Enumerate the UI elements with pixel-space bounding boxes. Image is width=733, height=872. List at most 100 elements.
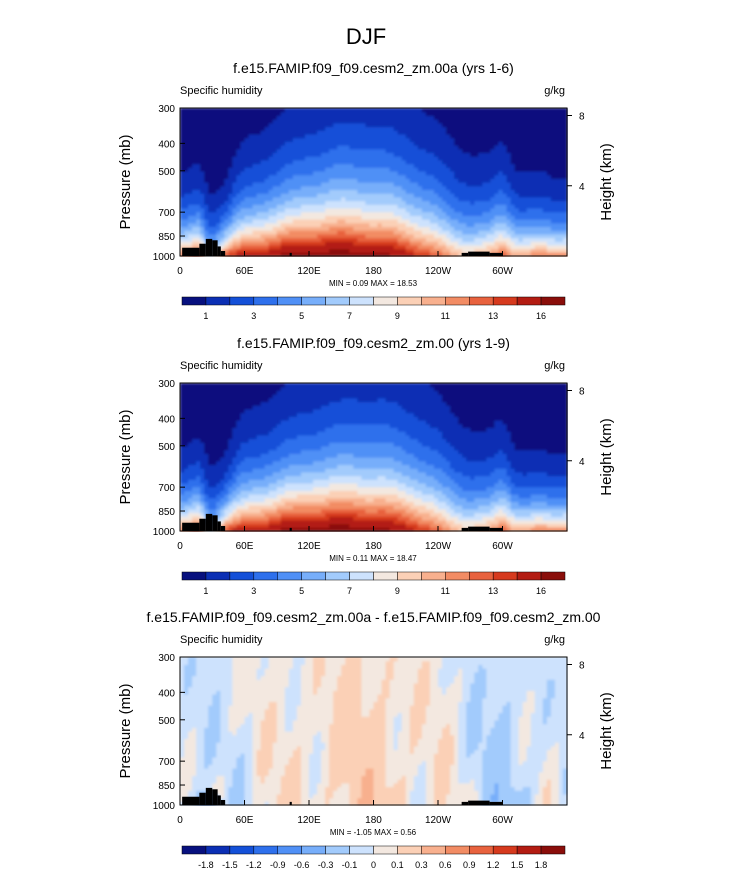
field-cell [490, 244, 496, 250]
field-cell [546, 519, 552, 525]
field-cell [284, 115, 290, 120]
field-cell [377, 523, 383, 528]
field-cell [401, 189, 407, 194]
field-cell [401, 111, 407, 116]
field-cell [478, 215, 483, 220]
field-cell [474, 219, 479, 224]
field-cell [236, 222, 242, 227]
topography-block [468, 251, 490, 256]
field-cell [409, 163, 415, 168]
field-cell [405, 115, 411, 120]
field-cell [518, 159, 524, 165]
field-cell [562, 219, 568, 224]
field-cell [228, 497, 234, 502]
field-cell [333, 126, 338, 131]
field-cell [200, 222, 205, 227]
field-cell [393, 211, 399, 216]
field-cell [530, 211, 536, 216]
field-cell [385, 174, 391, 179]
field-cell [357, 215, 363, 220]
field-cell [284, 152, 290, 157]
field-cell [542, 163, 548, 168]
field-cell [425, 170, 431, 176]
field-cell [228, 248, 234, 253]
field-cell [353, 167, 358, 172]
field-cell [309, 148, 314, 153]
field-cell [220, 237, 225, 242]
field-cell [433, 189, 439, 194]
field-cell [438, 178, 443, 183]
field-cell [478, 494, 483, 499]
field-cell [381, 137, 387, 142]
field-cell [321, 126, 326, 131]
field-cell [413, 497, 419, 502]
field-cell [381, 185, 387, 190]
field-cell [534, 211, 540, 216]
field-cell [417, 237, 423, 242]
field-cell [365, 152, 371, 157]
field-cell [337, 508, 342, 514]
field-cell [232, 148, 238, 153]
field-cell [421, 207, 427, 213]
field-cell [296, 108, 302, 113]
field-cell [296, 200, 302, 205]
field-cell [550, 193, 556, 198]
field-cell [466, 115, 471, 120]
field-cell [413, 244, 419, 250]
field-cell [534, 226, 540, 231]
field-cell [304, 170, 310, 176]
field-cell [421, 230, 427, 235]
field-cell [341, 111, 346, 116]
x-tick-label: 180 [365, 266, 382, 277]
field-cell [236, 505, 242, 510]
field-cell [204, 207, 209, 213]
field-cell [562, 230, 568, 235]
field-cell [458, 108, 463, 113]
field-cell [228, 519, 234, 525]
field-cell [248, 189, 254, 194]
field-cell [369, 159, 375, 165]
field-cell [474, 167, 479, 172]
field-cell [542, 170, 548, 176]
field-cell [438, 222, 443, 227]
field-cell [212, 237, 217, 242]
field-cell [244, 219, 250, 224]
field-cell [357, 248, 363, 253]
field-cell [272, 211, 278, 216]
field-cell [502, 494, 508, 499]
field-cell [288, 189, 294, 194]
field-cell [333, 145, 338, 150]
field-cell [236, 523, 242, 528]
field-cell [558, 215, 564, 220]
field-cell [538, 230, 544, 235]
field-cell [228, 115, 234, 120]
field-cell [365, 252, 371, 257]
field-cell [558, 178, 564, 183]
field-cell [490, 508, 496, 514]
field-cell [562, 182, 568, 187]
field-cell [345, 170, 350, 176]
field-cell [333, 167, 338, 172]
field-cell [345, 244, 350, 250]
field-cell [462, 497, 467, 502]
field-cell [280, 207, 286, 213]
field-cell [216, 200, 221, 205]
field-cell [184, 159, 189, 165]
field-cell [470, 222, 475, 227]
field-cell [353, 148, 358, 153]
field-cell [389, 230, 395, 235]
field-cell [466, 167, 471, 172]
field-cell [200, 204, 205, 209]
field-cell [313, 130, 318, 135]
field-cell [526, 497, 532, 502]
field-cell [526, 189, 532, 194]
field-cell [256, 211, 262, 216]
field-cell [526, 226, 532, 231]
field-cell [196, 215, 201, 220]
field-cell [526, 174, 532, 179]
field-cell [252, 494, 258, 499]
field-cell [546, 230, 552, 235]
field-cell [562, 145, 568, 150]
field-cell [534, 145, 540, 150]
field-cell [534, 174, 540, 179]
